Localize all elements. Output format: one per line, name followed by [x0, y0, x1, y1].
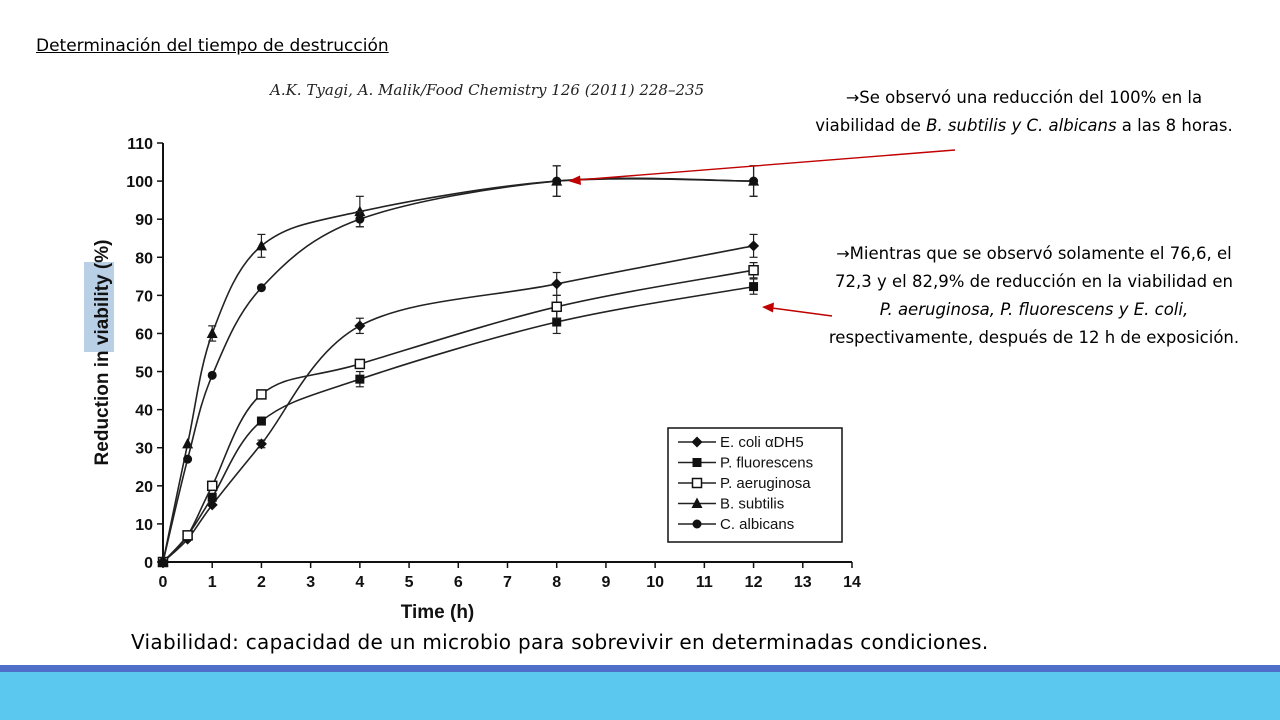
data-point-c-albicans	[207, 370, 217, 380]
data-point-p-fluorescens	[355, 374, 365, 384]
annotation-arrows	[568, 149, 956, 317]
x-tick-label: 1	[208, 574, 217, 591]
right-arrow-icon: →	[845, 88, 860, 107]
legend-label: C. albicans	[720, 516, 794, 533]
data-point-c-albicans	[256, 283, 266, 293]
x-tick-label: 10	[646, 574, 664, 591]
legend-label: P. aeruginosa	[720, 475, 811, 492]
data-point-p-aeruginosa	[551, 301, 562, 313]
x-tick-label: 7	[503, 574, 512, 591]
y-tick-label: 70	[135, 288, 153, 305]
data-point-e-coli-dh5	[748, 240, 760, 252]
legend-label: E. coli αDH5	[720, 434, 804, 451]
footer-band-dark	[0, 665, 1280, 672]
y-tick-label: 110	[127, 136, 153, 153]
data-point-b-subtilis	[255, 239, 267, 251]
series-line-p-fluorescens	[162, 285, 754, 563]
data-point-b-subtilis	[354, 205, 366, 217]
right-arrow-icon: →	[836, 244, 850, 263]
x-tick-label: 3	[306, 574, 315, 591]
x-tick-label: 14	[843, 574, 861, 591]
series-line-p-aeruginosa	[162, 269, 754, 563]
viability-definition: Viabilidad: capacidad de un microbio par…	[131, 630, 989, 654]
chart-axes: 0 1 2 3 4 5 6 7 8 9 10 11 12 13 1401020304050607080901…	[92, 136, 861, 623]
data-point-p-aeruginosa	[206, 480, 218, 492]
legend-marker	[691, 477, 703, 489]
data-point-p-fluorescens	[256, 416, 266, 426]
legend-marker	[692, 519, 702, 529]
data-point-c-albicans	[552, 176, 562, 186]
x-tick-label: 4	[355, 574, 364, 591]
x-tick-label: 13	[794, 574, 812, 591]
x-tick-label: 5	[405, 574, 414, 591]
x-tick-label: 8	[552, 574, 561, 591]
data-point-e-coli-dh5	[354, 320, 366, 332]
annotation-note-other-species: →Mientras que se observó solamente el 76…	[828, 240, 1240, 352]
annotation-arrowhead-icon	[568, 175, 581, 185]
note1-species: B. subtilis y C. albicans	[926, 116, 1117, 135]
data-point-p-aeruginosa	[256, 389, 267, 400]
x-axis-title: Time (h)	[401, 602, 475, 623]
data-point-c-albicans	[355, 214, 365, 224]
footer-band-light	[0, 672, 1280, 720]
data-point-p-fluorescens	[552, 317, 562, 327]
legend-label: B. subtilis	[720, 496, 784, 513]
data-point-e-coli-dh5	[255, 438, 267, 450]
y-tick-label: 20	[135, 479, 153, 496]
x-tick-label: 0	[159, 574, 168, 591]
series-line-b-subtilis	[162, 178, 754, 563]
x-tick-label: 12	[745, 574, 763, 591]
data-point-b-subtilis	[206, 327, 218, 338]
legend-marker	[691, 497, 703, 508]
note1-text-c: a las 8 horas.	[1116, 116, 1233, 135]
legend-label: P. fluorescens	[720, 455, 813, 472]
series-line-c-albicans	[162, 177, 754, 563]
data-point-e-coli-dh5	[551, 278, 563, 290]
note1-text-a: Se observó una reducción del 100% en la …	[815, 88, 1203, 135]
y-tick-label: 40	[135, 403, 153, 420]
y-tick-label: 50	[135, 365, 153, 382]
paper-citation: A.K. Tyagi, A. Malik/Food Chemistry 126 …	[270, 81, 705, 99]
x-tick-label: 9	[601, 574, 610, 591]
data-point-p-fluorescens	[207, 492, 217, 502]
data-point-p-aeruginosa	[354, 358, 366, 370]
chart-series-layer	[157, 165, 760, 568]
x-tick-label: 2	[257, 574, 266, 591]
annotation-note-bsubtilis-calbicans: →Se observó una reducción del 100% en la…	[810, 84, 1238, 140]
data-point-c-albicans	[158, 557, 168, 567]
data-point-p-fluorescens	[749, 282, 759, 292]
data-point-p-aeruginosa	[748, 264, 759, 276]
data-point-c-albicans	[749, 176, 759, 186]
annotation-arrow-line	[771, 307, 833, 317]
series-line-e-coli-dh5	[162, 245, 754, 563]
annotation-arrow-line	[577, 149, 956, 181]
y-tick-label: 0	[144, 555, 153, 572]
y-tick-label: 60	[135, 326, 153, 343]
legend-marker	[692, 458, 702, 467]
data-point-c-albicans	[183, 454, 193, 464]
y-tick-label: 80	[135, 250, 153, 267]
annotation-arrowhead-icon	[762, 302, 774, 313]
y-axis-title: Reduction in viability (%)	[92, 240, 113, 466]
y-tick-label: 30	[135, 441, 153, 458]
note2-species: P. aeruginosa, P. fluorescens y E. coli,	[879, 300, 1189, 319]
note2-text-a: Mientras que se observó solamente el 76,…	[835, 244, 1233, 291]
y-tick-label: 10	[135, 517, 153, 534]
x-tick-label: 11	[696, 574, 713, 591]
legend-marker	[691, 436, 703, 448]
y-tick-label: 100	[126, 174, 153, 191]
chart-legend: E. coli αDH5 P. fluorescens P. aeruginosa B…	[667, 427, 843, 543]
note2-text-c: respectivamente, después de 12 h de expo…	[828, 328, 1240, 347]
y-tick-label: 90	[135, 212, 153, 229]
ylabel-highlight	[84, 262, 114, 352]
slide-title: Determinación del tiempo de destrucción	[36, 36, 389, 56]
data-point-p-aeruginosa	[182, 530, 193, 541]
x-tick-label: 6	[454, 574, 463, 591]
